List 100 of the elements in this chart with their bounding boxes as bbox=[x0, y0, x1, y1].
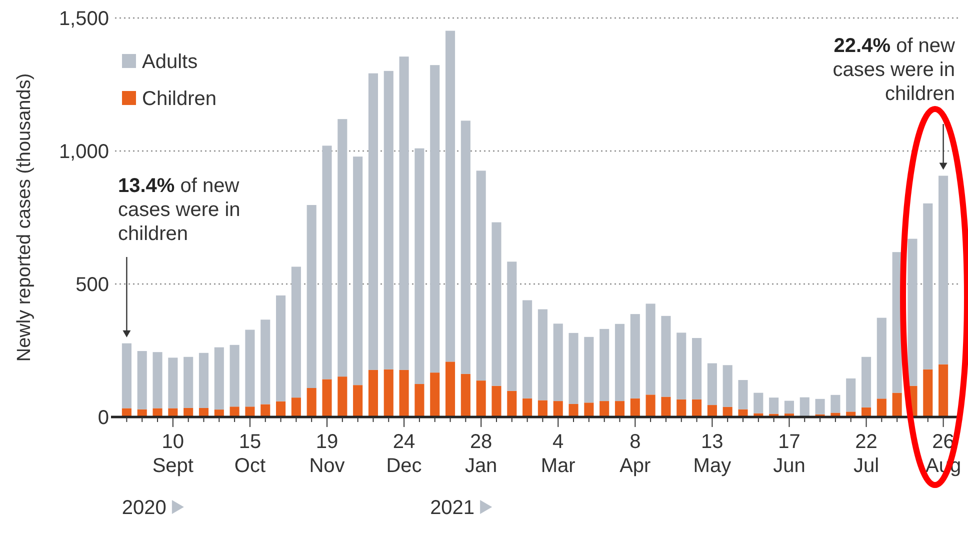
bar bbox=[384, 70, 394, 370]
bar bbox=[338, 376, 348, 417]
bar bbox=[676, 399, 686, 417]
bar bbox=[184, 356, 194, 408]
x-tick-label: 8 Apr bbox=[620, 431, 652, 477]
bar bbox=[368, 370, 378, 417]
bar bbox=[815, 398, 825, 414]
bar bbox=[568, 332, 578, 404]
bar bbox=[168, 358, 178, 408]
y-tick-label: 0 bbox=[98, 407, 109, 429]
bar bbox=[584, 336, 594, 403]
bar bbox=[938, 364, 948, 417]
bar bbox=[338, 119, 348, 377]
bar bbox=[291, 398, 301, 417]
bar bbox=[769, 398, 779, 414]
x-tick-label: 17 Jun bbox=[773, 431, 806, 477]
x-tick-label: 15 Oct bbox=[234, 431, 266, 477]
bar bbox=[722, 365, 732, 407]
bar bbox=[152, 352, 162, 408]
y-tick-label: 1,500 bbox=[58, 8, 109, 30]
bar bbox=[492, 222, 502, 386]
bar bbox=[646, 304, 656, 395]
bar bbox=[122, 408, 132, 417]
bar bbox=[538, 309, 548, 400]
y-tick-label: 1,000 bbox=[58, 141, 109, 163]
bar bbox=[399, 56, 409, 370]
bar bbox=[938, 176, 948, 364]
bar bbox=[600, 328, 610, 402]
x-tick-label: 28 Jan bbox=[464, 431, 498, 477]
bar bbox=[291, 266, 301, 398]
bar bbox=[614, 324, 625, 402]
annotation: 22.4% of new cases were in children bbox=[832, 35, 956, 105]
bar bbox=[460, 120, 470, 374]
y-tick-label: 500 bbox=[76, 274, 109, 296]
bar bbox=[414, 384, 424, 417]
bar bbox=[122, 343, 132, 408]
bar bbox=[584, 402, 594, 417]
bar bbox=[399, 370, 409, 417]
annotation: 13.4% of new cases were in children bbox=[118, 175, 240, 245]
bar bbox=[538, 400, 548, 417]
bar bbox=[353, 156, 363, 386]
bar bbox=[245, 406, 255, 417]
bar bbox=[846, 378, 856, 412]
bar bbox=[430, 65, 440, 373]
bar bbox=[445, 30, 456, 362]
x-tick-label: 4 Mar bbox=[540, 431, 576, 477]
bar bbox=[754, 392, 764, 414]
bar bbox=[784, 400, 794, 414]
bar bbox=[445, 362, 456, 417]
bar bbox=[522, 300, 532, 398]
bar bbox=[260, 320, 270, 404]
bar bbox=[476, 170, 486, 381]
y-axis-title: Newly reported cases (thousands) bbox=[14, 73, 35, 362]
bar bbox=[152, 408, 162, 417]
bar bbox=[260, 404, 270, 417]
bar bbox=[507, 390, 517, 417]
x-tick-label: 22 Jul bbox=[853, 431, 880, 477]
bar bbox=[830, 394, 840, 413]
bar bbox=[600, 401, 610, 417]
bar bbox=[707, 405, 717, 417]
legend-label: Adults bbox=[142, 51, 198, 73]
bar bbox=[876, 398, 886, 417]
bar bbox=[630, 398, 640, 417]
bar bbox=[414, 148, 424, 384]
bar bbox=[738, 380, 748, 410]
legend-label: Children bbox=[142, 88, 216, 110]
bar bbox=[276, 401, 286, 417]
bar bbox=[137, 351, 147, 410]
bar bbox=[553, 401, 563, 417]
bar bbox=[661, 396, 671, 417]
bar bbox=[800, 397, 810, 417]
bar bbox=[306, 205, 316, 388]
bar bbox=[630, 314, 640, 398]
bar bbox=[861, 356, 872, 408]
bar bbox=[923, 203, 933, 370]
bar bbox=[492, 386, 502, 417]
x-tick-label: 10 Sept bbox=[152, 431, 194, 477]
bar bbox=[923, 369, 933, 417]
bar bbox=[646, 394, 656, 417]
text: 2021 bbox=[430, 497, 475, 519]
bar bbox=[692, 399, 702, 417]
bar bbox=[245, 330, 255, 407]
bar bbox=[430, 372, 440, 417]
text: 2020 bbox=[122, 497, 166, 519]
bar bbox=[322, 146, 332, 380]
bar bbox=[692, 338, 702, 400]
bar bbox=[322, 379, 332, 417]
bar bbox=[876, 318, 886, 399]
bar bbox=[384, 369, 394, 417]
bar bbox=[707, 363, 717, 406]
bar bbox=[522, 398, 532, 417]
bar bbox=[908, 238, 918, 386]
bar bbox=[230, 406, 240, 417]
bar bbox=[460, 374, 470, 417]
bar bbox=[553, 324, 563, 402]
bar bbox=[892, 392, 902, 417]
bar bbox=[368, 73, 378, 370]
bar bbox=[507, 262, 517, 391]
bar bbox=[214, 347, 224, 410]
bar bbox=[306, 388, 316, 417]
